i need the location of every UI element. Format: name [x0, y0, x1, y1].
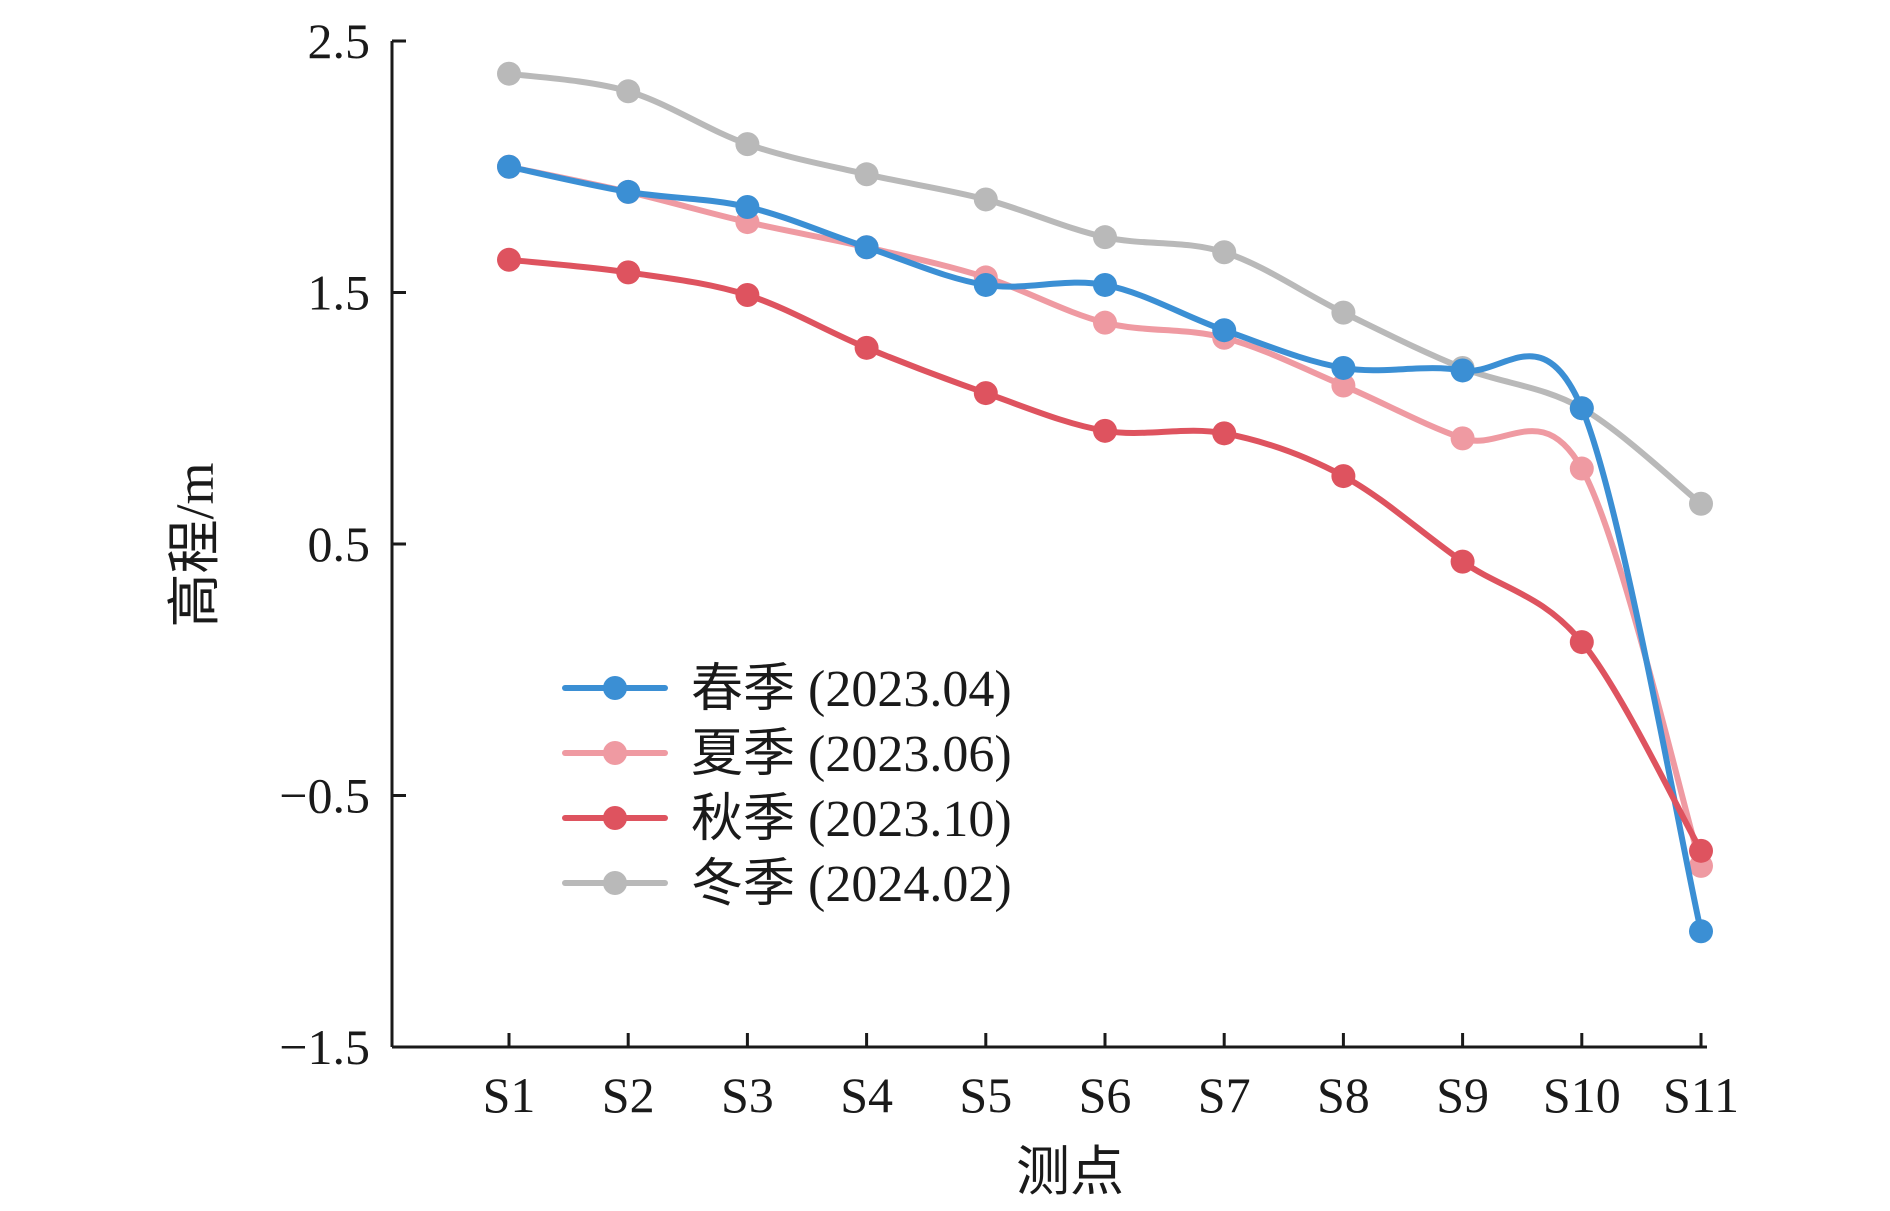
legend-item: 春季 (2023.04) [562, 661, 1012, 718]
data-point [1450, 549, 1475, 574]
data-point [497, 154, 521, 179]
legend-item: 冬季 (2024.02) [562, 856, 1012, 913]
x-tick-label: S7 [1198, 1067, 1251, 1123]
legend-label: 冬季 (2024.02) [691, 856, 1012, 913]
x-tick-label: S9 [1436, 1067, 1489, 1123]
y-tick-label: −0.5 [279, 768, 370, 824]
data-point [1212, 240, 1237, 265]
x-ticks: S1 S2 S3 S4 S5 S6 S7 S8 S9 S10 S11 [483, 1033, 1739, 1123]
legend-swatch-marker [603, 741, 627, 765]
data-point [1331, 300, 1356, 325]
data-point [1331, 355, 1356, 380]
data-point [1569, 630, 1594, 655]
data-point [735, 283, 760, 308]
series-group [497, 61, 1713, 944]
legend-swatch-marker [603, 806, 627, 830]
x-tick-label: S4 [840, 1067, 893, 1123]
x-tick-label: S11 [1663, 1067, 1739, 1123]
data-point [1569, 396, 1594, 421]
data-point [1093, 310, 1117, 335]
x-tick-label: S5 [959, 1067, 1012, 1123]
data-point [1689, 919, 1713, 944]
x-tick-label: S3 [721, 1067, 774, 1123]
data-point [1450, 358, 1475, 383]
x-tick-label: S10 [1543, 1067, 1621, 1123]
data-point [497, 247, 521, 272]
y-tick-label: −1.5 [279, 1019, 370, 1075]
legend-label: 秋季 (2023.10) [691, 791, 1012, 848]
legend-label: 夏季 (2023.06) [691, 726, 1012, 783]
y-tick-label: 0.5 [308, 516, 371, 572]
data-point [1331, 464, 1356, 489]
axes [390, 41, 1707, 1049]
legend-swatch-marker [603, 676, 627, 700]
x-axis-title: 测点 [1016, 1142, 1124, 1202]
series-1 [497, 154, 1713, 878]
series-2 [497, 247, 1713, 863]
data-point [1331, 373, 1356, 398]
data-point [973, 272, 998, 297]
y-tick-label: 1.5 [308, 265, 371, 321]
data-point [1689, 838, 1713, 863]
legend-item: 秋季 (2023.10) [562, 791, 1012, 848]
data-point [1212, 318, 1237, 343]
x-tick-label: S2 [602, 1067, 655, 1123]
data-point [616, 260, 641, 285]
legend-swatch-marker [603, 871, 627, 895]
data-point [1450, 426, 1475, 451]
series-line [506, 256, 1704, 854]
data-point [1093, 225, 1117, 250]
data-point [1212, 421, 1237, 446]
data-point [854, 235, 879, 260]
data-point [1093, 272, 1117, 297]
series-0 [497, 154, 1713, 944]
data-point [616, 179, 641, 204]
legend-label: 春季 (2023.04) [691, 661, 1012, 718]
x-tick-label: S8 [1317, 1067, 1370, 1123]
data-point [735, 194, 760, 219]
y-tick-label: 2.5 [308, 13, 371, 69]
y-axis-title: 高程/m [165, 462, 225, 627]
series-line [506, 163, 1704, 869]
data-point [973, 381, 998, 406]
x-tick-label: S1 [483, 1067, 536, 1123]
legend-item: 夏季 (2023.06) [562, 726, 1012, 783]
data-point [973, 187, 998, 212]
data-point [616, 79, 641, 104]
data-point [1689, 491, 1713, 516]
y-ticks: 2.5 1.5 0.5 −0.5 −1.5 [279, 13, 406, 1075]
data-point [854, 162, 879, 187]
data-point [735, 132, 760, 157]
legend: 春季 (2023.04) 夏季 (2023.06) 秋季 (2023.10) 冬季 (… [562, 661, 1012, 913]
x-tick-label: S6 [1079, 1067, 1132, 1123]
data-point [854, 335, 879, 360]
data-point [1569, 456, 1594, 481]
data-point [1093, 418, 1117, 443]
data-point [497, 61, 521, 86]
